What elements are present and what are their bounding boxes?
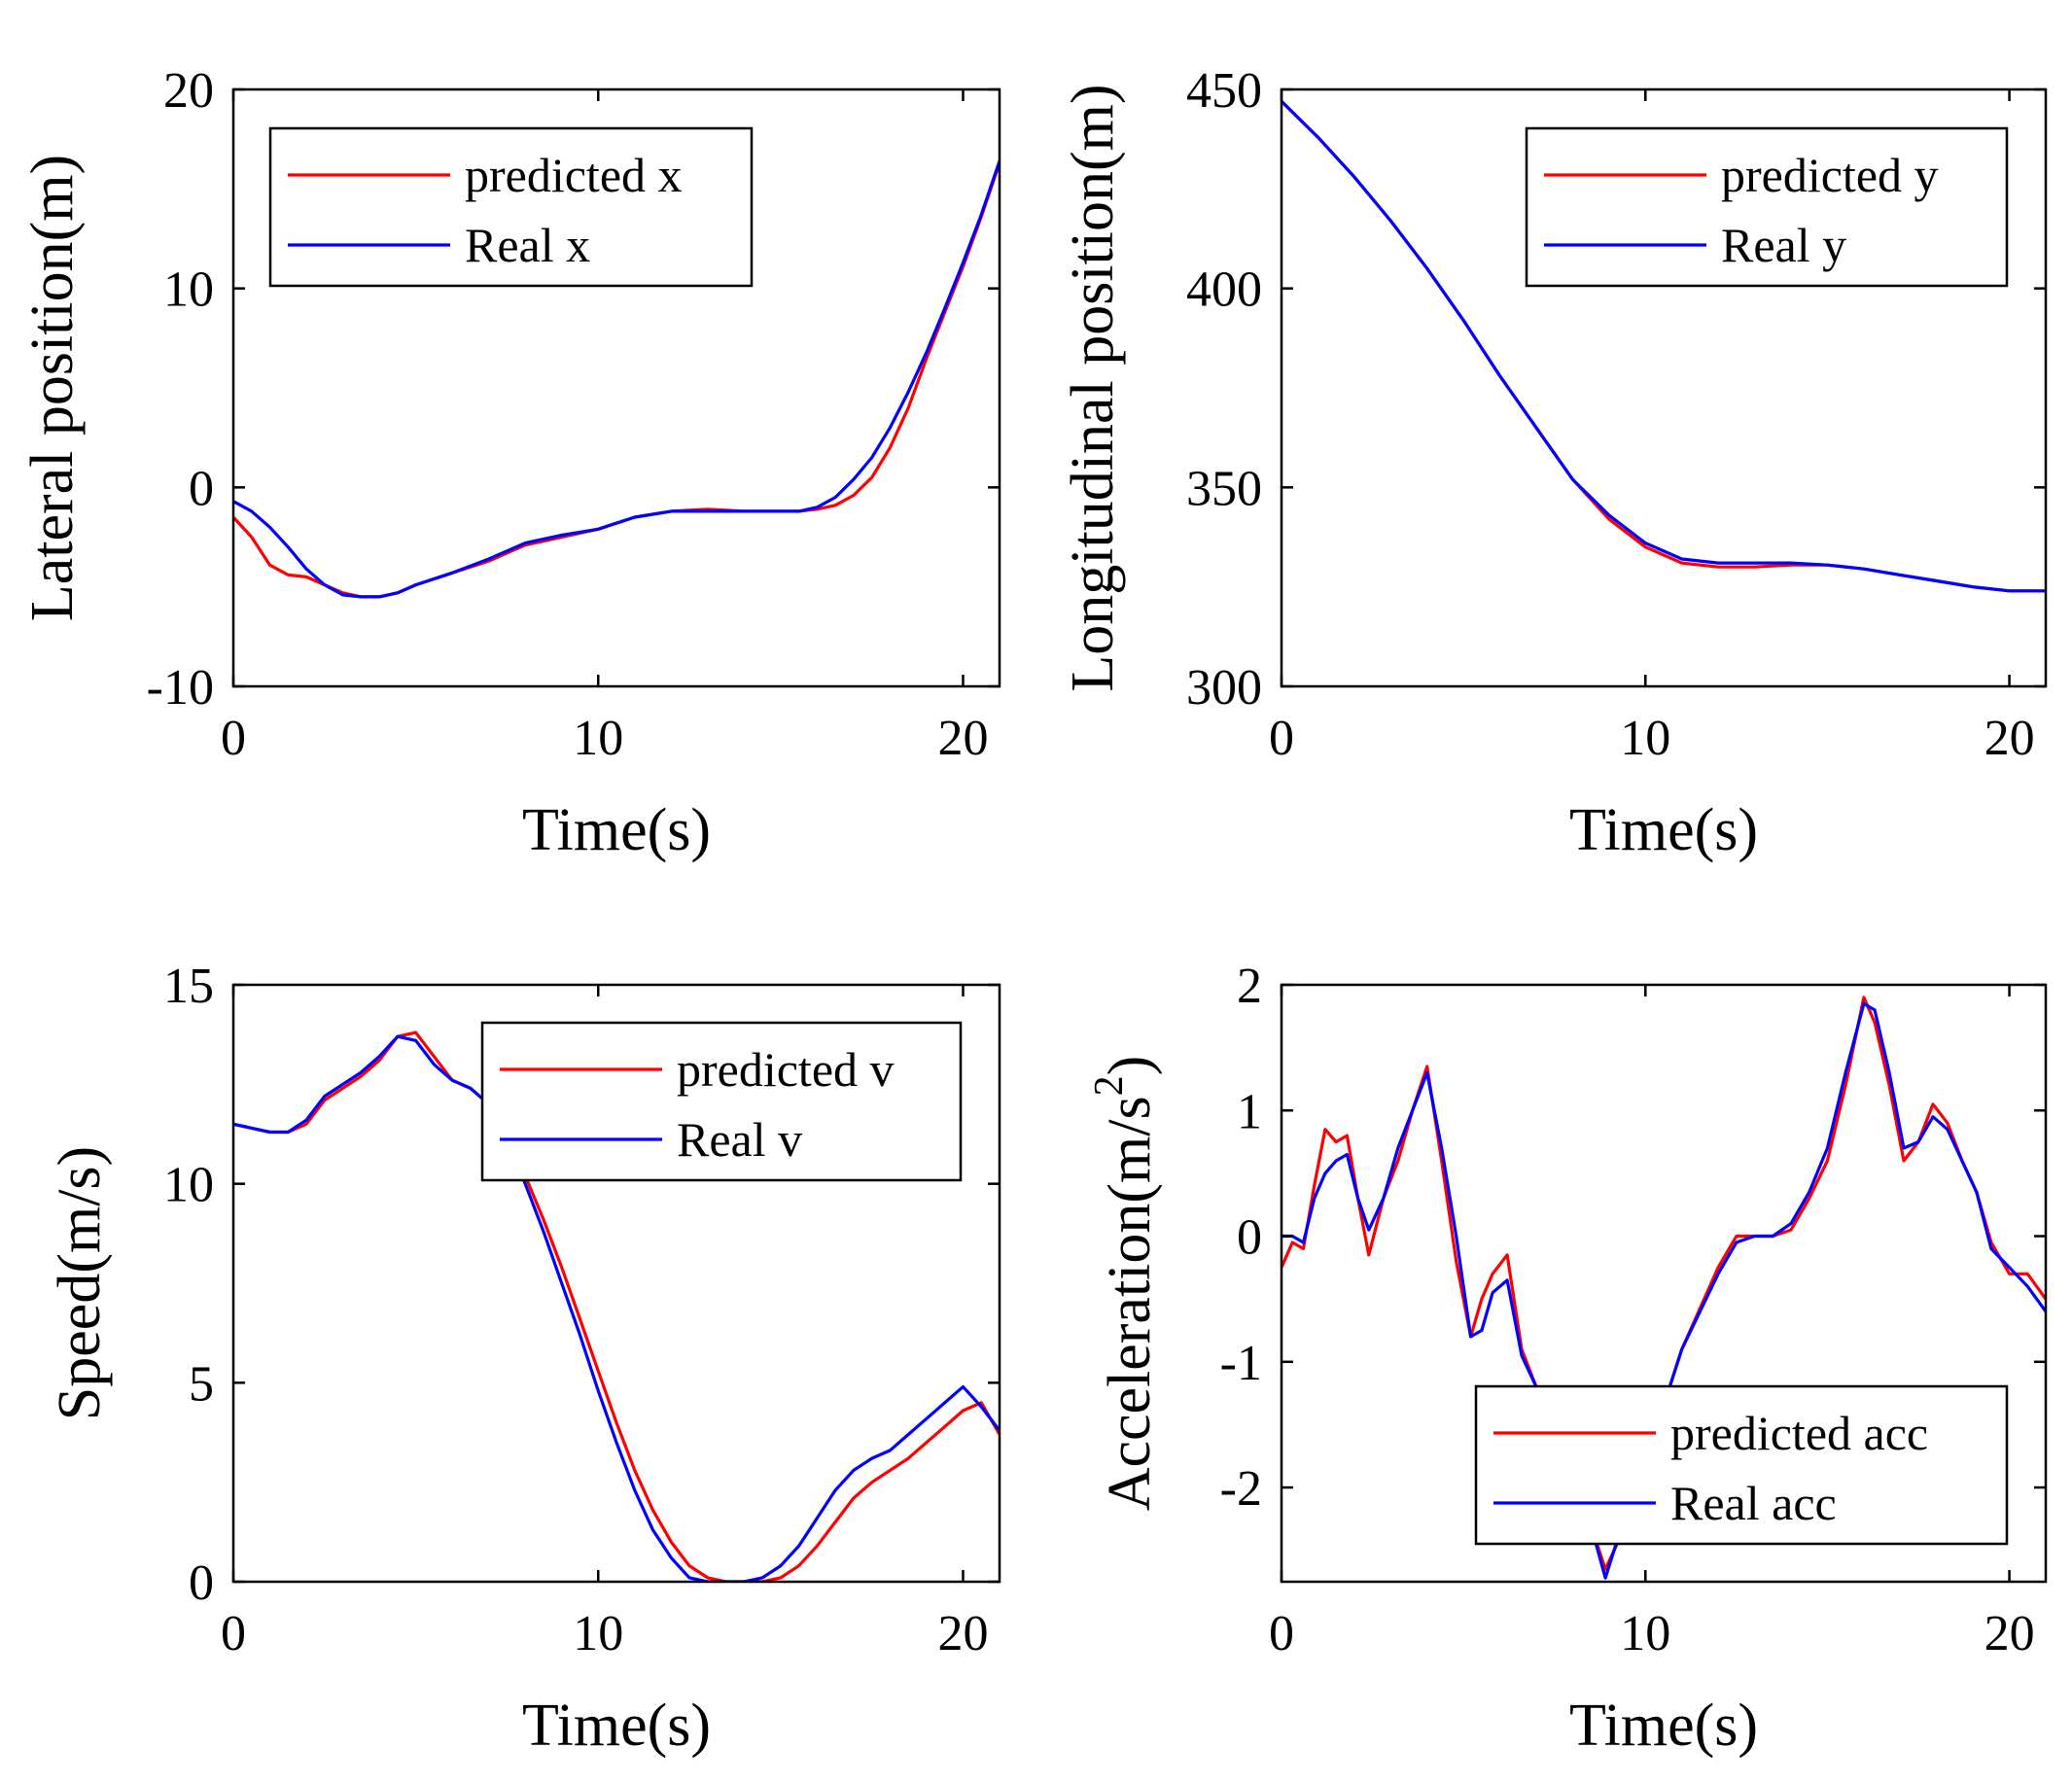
series-line-real xyxy=(233,160,1000,599)
chart-panel-3: 0 10 20 0 5 10 15 Time(s) Speed(m/s) predicted v R… xyxy=(47,959,1001,1759)
legend-label-real: Real acc xyxy=(1670,1476,1837,1530)
axes-box xyxy=(1280,983,2048,1584)
legend: predicted x Real x xyxy=(268,126,754,288)
y-tick-label: 0 xyxy=(189,1555,214,1611)
x-tick-label: 10 xyxy=(1620,1606,1670,1661)
legend-label-real: Real x xyxy=(465,218,590,272)
legend-label-real: Real y xyxy=(1721,218,1846,272)
legend-box xyxy=(268,126,754,288)
y-tick-label: 5 xyxy=(189,1356,214,1412)
x-axis-label: Time(s) xyxy=(522,1693,711,1759)
series-line-real xyxy=(1282,100,2046,593)
series-line-real xyxy=(233,1034,1000,1582)
y-axis-label: Lateral position(m) xyxy=(19,155,86,621)
x-tick-label: 20 xyxy=(937,1606,988,1661)
x-tick-label: 10 xyxy=(573,1606,623,1661)
x-tick-label: 20 xyxy=(1984,1606,2035,1661)
chart-panel-2: 0 10 20 300 350 400 450 Time(s) Longitudinal pos… xyxy=(1060,63,2048,863)
x-tick-label: 0 xyxy=(221,1606,246,1661)
legend-label-predicted: predicted y xyxy=(1721,148,1939,202)
y-tick-label: -1 xyxy=(1220,1336,1262,1391)
y-tick-label: 450 xyxy=(1186,63,1262,119)
legend: predicted y Real y xyxy=(1525,126,2009,288)
y-tick-label: 10 xyxy=(163,262,214,318)
legend-label-real: Real v xyxy=(677,1112,802,1167)
y-tick-label: 1 xyxy=(1237,1084,1262,1139)
y-axis-label: Acceleration(m/s2) xyxy=(1087,1056,1164,1512)
legend-box xyxy=(1525,126,2009,288)
y-tick-label: 15 xyxy=(163,959,214,1014)
axes-box xyxy=(231,87,1001,688)
legend: predicted v Real v xyxy=(480,1021,963,1182)
y-tick-label: -10 xyxy=(147,660,214,716)
y-tick-label: 350 xyxy=(1186,461,1262,516)
legend-box xyxy=(480,1021,963,1182)
x-tick-label: 10 xyxy=(573,711,623,766)
x-tick-label: 0 xyxy=(1269,711,1294,766)
axes-box xyxy=(231,983,1001,1584)
axes-box xyxy=(1280,87,2048,688)
y-tick-label: 400 xyxy=(1186,262,1262,318)
series-line-real xyxy=(1282,1001,2046,1580)
x-tick-label: 0 xyxy=(1269,1606,1294,1661)
legend-label-predicted: predicted x xyxy=(465,148,683,202)
y-tick-label: 0 xyxy=(1237,1210,1262,1266)
x-tick-label: 10 xyxy=(1620,711,1670,766)
legend: predicted acc Real acc xyxy=(1474,1384,2009,1546)
chart-panel-4: 0 10 20 -2 -1 0 1 2 Time(s) Acceleration(m/s2) pre… xyxy=(1087,959,2048,1759)
y-tick-label: 20 xyxy=(163,63,214,119)
legend-label-predicted: predicted v xyxy=(677,1042,895,1097)
series-line-predicted xyxy=(233,1031,1000,1582)
x-tick-label: 20 xyxy=(937,711,988,766)
y-tick-label: 300 xyxy=(1186,660,1262,716)
x-axis-label: Time(s) xyxy=(1569,1693,1758,1759)
y-tick-label: 2 xyxy=(1237,959,1262,1014)
y-axis-label: Speed(m/s) xyxy=(47,1146,113,1420)
x-axis-label: Time(s) xyxy=(522,797,711,863)
x-axis-label: Time(s) xyxy=(1569,797,1758,863)
x-tick-label: 20 xyxy=(1984,711,2035,766)
legend-box xyxy=(1474,1384,2009,1546)
y-axis-label: Longitudinal position(m) xyxy=(1060,84,1126,691)
y-tick-label: -2 xyxy=(1220,1461,1262,1517)
y-tick-label: 10 xyxy=(163,1158,214,1213)
x-tick-label: 0 xyxy=(221,711,246,766)
legend-label-predicted: predicted acc xyxy=(1670,1406,1928,1460)
y-tick-label: 0 xyxy=(189,461,214,516)
